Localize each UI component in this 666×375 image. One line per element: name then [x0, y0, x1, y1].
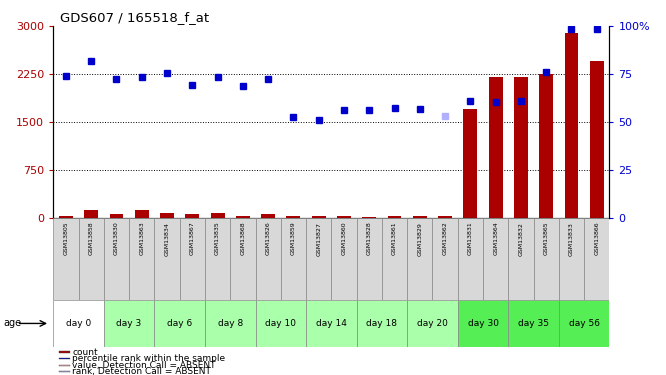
Text: day 6: day 6	[167, 319, 192, 328]
Text: GSM13864: GSM13864	[493, 222, 498, 255]
Bar	[256, 300, 306, 347]
Bar	[388, 216, 402, 217]
Bar	[407, 300, 458, 347]
Bar	[180, 217, 205, 300]
Bar	[79, 217, 104, 300]
Text: count: count	[72, 348, 98, 357]
Bar	[458, 300, 508, 347]
Text: GSM13831: GSM13831	[468, 222, 473, 255]
Text: GSM13859: GSM13859	[291, 222, 296, 255]
Bar	[356, 300, 407, 347]
Bar	[413, 216, 427, 217]
Text: day 0: day 0	[66, 319, 91, 328]
Bar	[356, 217, 382, 300]
Text: GSM13868: GSM13868	[240, 222, 245, 255]
Bar	[256, 217, 281, 300]
Text: GSM13860: GSM13860	[342, 222, 346, 255]
Text: age: age	[3, 318, 21, 328]
Bar	[458, 217, 483, 300]
Text: GSM13832: GSM13832	[518, 222, 523, 255]
Text: GDS607 / 165518_f_at: GDS607 / 165518_f_at	[60, 11, 209, 24]
Text: GSM13861: GSM13861	[392, 222, 397, 255]
Bar	[109, 214, 123, 217]
Bar	[155, 217, 180, 300]
Bar	[104, 217, 129, 300]
Text: GSM13830: GSM13830	[114, 222, 119, 255]
Text: day 20: day 20	[417, 319, 448, 328]
Bar	[312, 216, 326, 217]
Bar	[205, 217, 230, 300]
Text: rank, Detection Call = ABSENT: rank, Detection Call = ABSENT	[72, 367, 211, 375]
Bar	[135, 210, 149, 218]
Bar	[230, 217, 256, 300]
Text: GSM13828: GSM13828	[367, 222, 372, 255]
Bar	[129, 217, 155, 300]
Bar	[539, 74, 553, 217]
Bar	[337, 216, 351, 217]
Bar	[565, 33, 579, 218]
Bar	[508, 217, 533, 300]
Text: day 3: day 3	[117, 319, 142, 328]
Bar	[407, 217, 432, 300]
Bar	[464, 109, 478, 217]
Bar	[483, 217, 508, 300]
Text: GSM13866: GSM13866	[594, 222, 599, 255]
Bar	[559, 217, 584, 300]
Bar	[382, 217, 407, 300]
Bar	[362, 216, 376, 217]
Text: GSM13862: GSM13862	[443, 222, 448, 255]
Text: GSM13826: GSM13826	[266, 222, 270, 255]
Bar	[53, 300, 104, 347]
Bar	[489, 77, 503, 218]
Bar	[432, 217, 458, 300]
Text: day 56: day 56	[569, 319, 599, 328]
Bar	[261, 214, 275, 217]
Text: GSM13867: GSM13867	[190, 222, 195, 255]
Bar	[508, 300, 559, 347]
Bar	[332, 217, 356, 300]
Bar	[185, 214, 199, 217]
Bar	[286, 216, 300, 217]
Text: GSM13858: GSM13858	[89, 222, 94, 255]
Bar	[59, 364, 70, 366]
Bar	[205, 300, 256, 347]
Bar	[236, 216, 250, 217]
Text: percentile rank within the sample: percentile rank within the sample	[72, 354, 225, 363]
Bar	[59, 371, 70, 372]
Bar	[104, 300, 155, 347]
Text: GSM13863: GSM13863	[139, 222, 145, 255]
Text: GSM13865: GSM13865	[543, 222, 549, 255]
Bar	[514, 77, 528, 218]
Text: GSM13833: GSM13833	[569, 222, 574, 255]
Text: day 10: day 10	[265, 319, 296, 328]
Bar	[59, 216, 73, 217]
Text: day 35: day 35	[518, 319, 549, 328]
Text: GSM13835: GSM13835	[215, 222, 220, 255]
Text: day 14: day 14	[316, 319, 347, 328]
Text: GSM13834: GSM13834	[165, 222, 170, 255]
Bar	[281, 217, 306, 300]
Text: GSM13829: GSM13829	[418, 222, 422, 255]
Bar	[559, 300, 609, 347]
Text: day 30: day 30	[468, 319, 499, 328]
Text: day 18: day 18	[366, 319, 398, 328]
Bar	[84, 210, 98, 218]
Bar	[306, 300, 356, 347]
Text: GSM13805: GSM13805	[63, 222, 69, 255]
Text: day 8: day 8	[218, 319, 243, 328]
Bar	[155, 300, 205, 347]
Bar	[53, 217, 79, 300]
Bar	[533, 217, 559, 300]
Text: GSM13827: GSM13827	[316, 222, 321, 255]
Bar	[59, 358, 70, 359]
Bar	[590, 61, 603, 217]
Text: value, Detection Call = ABSENT: value, Detection Call = ABSENT	[72, 361, 216, 370]
Bar	[160, 213, 174, 217]
Bar	[584, 217, 609, 300]
Bar	[210, 213, 224, 217]
Bar	[306, 217, 331, 300]
Bar	[59, 351, 70, 352]
Bar	[438, 216, 452, 217]
